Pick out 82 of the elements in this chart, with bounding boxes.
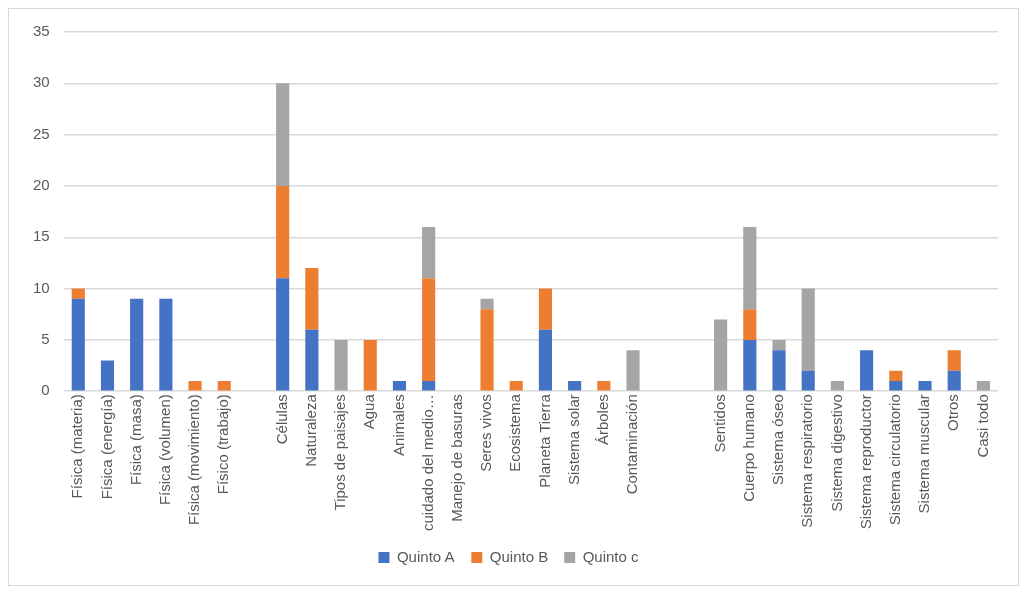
x-tick-label: Contaminación bbox=[623, 394, 641, 495]
x-tick-label: Tipos de paisajes bbox=[331, 394, 349, 511]
bar bbox=[714, 319, 728, 391]
bar bbox=[801, 288, 815, 371]
bar bbox=[743, 309, 757, 340]
x-tick-label: Físico (trabajo) bbox=[214, 394, 232, 495]
bar bbox=[100, 360, 115, 391]
bar bbox=[392, 380, 407, 391]
x-tick-label: Cuerpo humano bbox=[739, 394, 757, 502]
bar bbox=[976, 380, 990, 391]
bar bbox=[130, 298, 144, 391]
bar bbox=[334, 339, 348, 391]
x-tick-label: Sistema muscular bbox=[915, 394, 933, 514]
bar bbox=[422, 278, 436, 381]
bar bbox=[860, 350, 874, 391]
bar bbox=[305, 268, 319, 330]
x-tick-label: Sistema digestivo bbox=[827, 394, 845, 512]
bar bbox=[71, 298, 85, 391]
bar bbox=[889, 380, 903, 391]
x-tick-label: Física (volumen) bbox=[156, 394, 174, 506]
bar bbox=[947, 370, 961, 391]
x-tick-label: cuidado del medio… bbox=[418, 394, 436, 532]
x-tick-label: Seres vivos bbox=[477, 394, 495, 472]
x-tick-label: Árboles bbox=[593, 394, 611, 446]
legend-label: Quinto B bbox=[489, 547, 549, 565]
bar bbox=[626, 350, 640, 391]
bar bbox=[217, 380, 231, 391]
x-tick-label: Planeta Tierra bbox=[535, 393, 553, 488]
bar bbox=[947, 350, 961, 371]
x-tick-label: Agua bbox=[360, 393, 378, 430]
bar bbox=[159, 298, 173, 391]
x-tick-label: Otros bbox=[944, 394, 962, 431]
bar bbox=[597, 380, 611, 391]
x-tick-label: Ecosistema bbox=[506, 393, 524, 472]
bar bbox=[509, 380, 523, 391]
legend-label: Quinto c bbox=[582, 547, 640, 565]
legend-label: Quinto A bbox=[396, 547, 455, 565]
bar bbox=[538, 329, 553, 391]
x-tick-label: Sistema circulatorio bbox=[885, 394, 903, 526]
bar bbox=[480, 309, 494, 391]
bar bbox=[71, 288, 85, 299]
x-tick-label: Manejo de basuras bbox=[447, 394, 465, 522]
y-tick-label: 0 bbox=[41, 381, 50, 399]
y-tick-label: 30 bbox=[33, 73, 50, 91]
bar bbox=[772, 339, 786, 351]
bar bbox=[889, 370, 903, 381]
y-tick-label: 10 bbox=[33, 278, 50, 296]
x-tick-label: Física (movimiento) bbox=[185, 394, 203, 526]
y-tick-label: 20 bbox=[33, 176, 50, 194]
x-tick-label: Sistema respiratorio bbox=[798, 394, 816, 528]
x-tick-label: Sistema reproductor bbox=[856, 394, 874, 530]
x-tick-label: Sistema óseo bbox=[769, 394, 787, 486]
y-tick-label: 35 bbox=[33, 22, 50, 40]
y-tick-label: 5 bbox=[41, 330, 50, 348]
bar bbox=[188, 380, 202, 391]
bar bbox=[276, 278, 290, 391]
bar bbox=[918, 380, 932, 391]
x-tick-label: Sistema solar bbox=[564, 394, 582, 486]
bar bbox=[422, 380, 436, 391]
x-tick-label: Casi todo bbox=[973, 394, 991, 458]
bar bbox=[568, 380, 582, 391]
x-tick-label: Naturaleza bbox=[302, 393, 319, 467]
bar bbox=[830, 380, 844, 391]
x-tick-label: Física (energía) bbox=[97, 394, 115, 500]
bar bbox=[276, 185, 290, 279]
x-tick-label: Células bbox=[272, 394, 290, 445]
bar bbox=[538, 288, 553, 330]
bar bbox=[363, 339, 377, 391]
bar bbox=[305, 329, 319, 391]
bar bbox=[276, 83, 290, 186]
bar bbox=[422, 227, 436, 279]
x-tick-label: Física (materia) bbox=[68, 394, 86, 499]
bar bbox=[801, 370, 815, 391]
bar bbox=[772, 350, 786, 391]
bar bbox=[743, 227, 757, 310]
bar bbox=[743, 339, 757, 391]
x-tick-label: Sentidos bbox=[710, 394, 728, 453]
y-tick-label: 15 bbox=[33, 227, 50, 245]
x-tick-label: Física (masa) bbox=[126, 394, 144, 486]
bar bbox=[480, 298, 494, 310]
y-tick-label: 25 bbox=[33, 124, 50, 142]
x-tick-label: Animales bbox=[389, 394, 407, 456]
